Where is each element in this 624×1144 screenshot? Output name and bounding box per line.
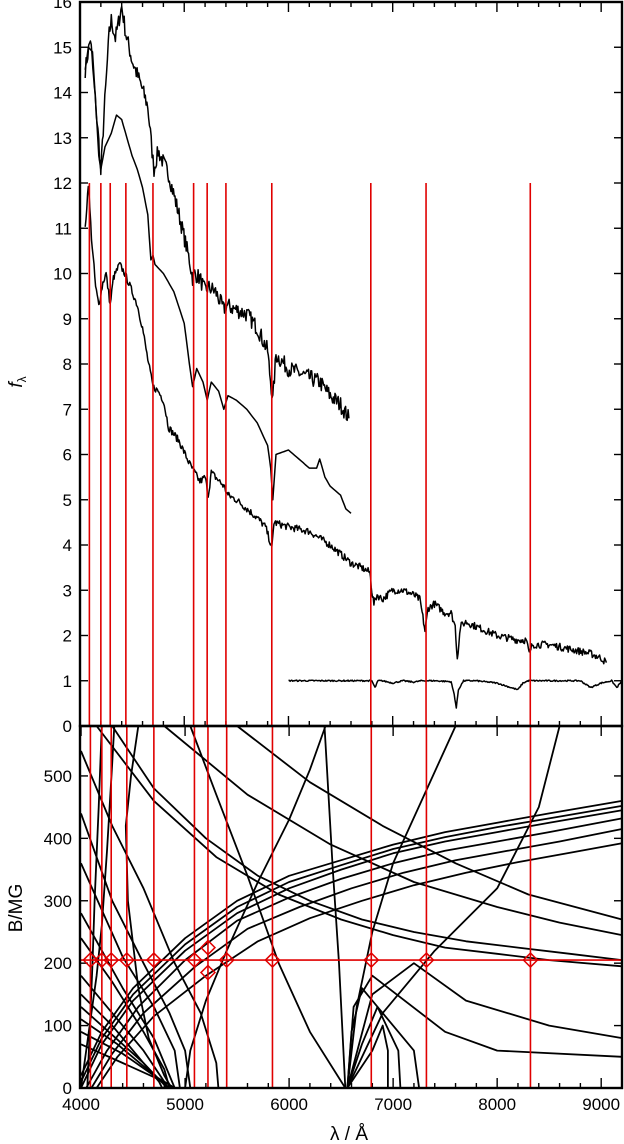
field-curve-26 — [189, 725, 347, 1089]
diamond-marker — [145, 951, 162, 969]
diamond-marker — [199, 964, 217, 981]
spectrum-line-2 — [84, 46, 352, 514]
field-curve-4 — [80, 750, 220, 1089]
bottom-x-axis: 4000 5000 6000 7000 8000 9000 — [62, 726, 623, 1114]
top-y-tick-label: 1 — [63, 672, 72, 691]
top-y-tick-label: 15 — [53, 38, 72, 57]
top-y-tick-label: 3 — [63, 581, 72, 600]
top-y-tick-label: 6 — [63, 446, 72, 465]
field-curve-30 — [346, 1024, 389, 1089]
top-y-tick-label: 7 — [63, 400, 72, 419]
field-curve-23 — [163, 725, 623, 936]
field-curve-33 — [346, 974, 623, 1089]
top-y-tick-label: 14 — [53, 84, 72, 103]
bottom-y-tick-label: 200 — [44, 954, 72, 973]
bottom-y-tick-label: 400 — [44, 829, 72, 848]
spectrum-line-4 — [288, 679, 623, 709]
top-y-tick-label: 16 — [53, 0, 72, 12]
diamond-marker — [363, 951, 380, 969]
bottom-panel: 0 100 200 300 400 500 4000 5000 6000 7000 8000 900… — [6, 725, 623, 1144]
spectrum-line-1 — [84, 5, 350, 422]
diamond-markers — [82, 939, 539, 981]
top-y-tick-label: 13 — [53, 129, 72, 148]
field-curve-24 — [236, 725, 623, 921]
field-curve-15 — [80, 800, 623, 1076]
bottom-y-tick-label: 300 — [44, 892, 72, 911]
top-y-tick-label: 4 — [63, 536, 72, 555]
top-y-tick-label: 8 — [63, 355, 72, 374]
spectra-group — [84, 5, 623, 709]
top-y-tick-label: 2 — [63, 627, 72, 646]
diamond-marker — [186, 951, 203, 969]
spectrum-line-3 — [84, 185, 608, 665]
bottom-red-lines — [80, 726, 622, 1088]
field-curve-21 — [111, 725, 623, 961]
top-frame — [78, 0, 624, 728]
top-y-tick-label: 10 — [53, 265, 72, 284]
diamond-marker — [103, 951, 120, 969]
x-tick-label: 7000 — [374, 1095, 412, 1114]
diamond-marker — [418, 951, 435, 969]
x-axis-label: λ / Å — [330, 1124, 368, 1144]
field-curve-17 — [80, 809, 623, 1089]
x-tick-label: 4000 — [62, 1095, 100, 1114]
bottom-y-tick-label: 500 — [44, 767, 72, 786]
x-tick-label: 6000 — [270, 1095, 308, 1114]
top-y-tick-label: 0 — [63, 717, 72, 736]
field-curve-28 — [346, 725, 457, 1089]
x-tick-label: 8000 — [478, 1095, 516, 1114]
diamond-marker — [264, 951, 281, 969]
field-curves-group — [80, 725, 623, 1089]
top-y-axis-label: fλ — [6, 376, 29, 387]
field-curve-34 — [346, 962, 623, 1089]
top-y-tick-label: 12 — [53, 174, 72, 193]
diamond-marker — [199, 939, 217, 956]
top-y-tick-label: 9 — [63, 310, 72, 329]
diamond-marker — [218, 951, 235, 969]
top-y-tick-label: 11 — [54, 219, 72, 238]
top-y-tick-label: 5 — [63, 491, 72, 510]
bottom-y-tick-label: 0 — [63, 1079, 72, 1098]
field-curve-16 — [80, 805, 623, 1083]
top-red-lines — [88, 183, 532, 726]
field-curve-25 — [184, 725, 327, 1089]
diamond-marker — [118, 951, 135, 969]
field-curve-22 — [95, 725, 623, 968]
bottom-y-axis-label: B/MG — [6, 884, 27, 933]
bottom-frame — [78, 724, 624, 1090]
x-tick-label: 5000 — [166, 1095, 204, 1114]
x-tick-label: 9000 — [582, 1095, 620, 1114]
field-curve-18 — [85, 817, 623, 1089]
diamond-marker — [522, 951, 539, 969]
field-curve-27 — [323, 725, 347, 1089]
diamond-marker — [82, 951, 99, 969]
bottom-y-tick-label: 100 — [44, 1017, 72, 1036]
field-curve-29 — [346, 725, 561, 1089]
bottom-y-axis: 0 100 200 300 400 500 — [44, 767, 622, 1098]
